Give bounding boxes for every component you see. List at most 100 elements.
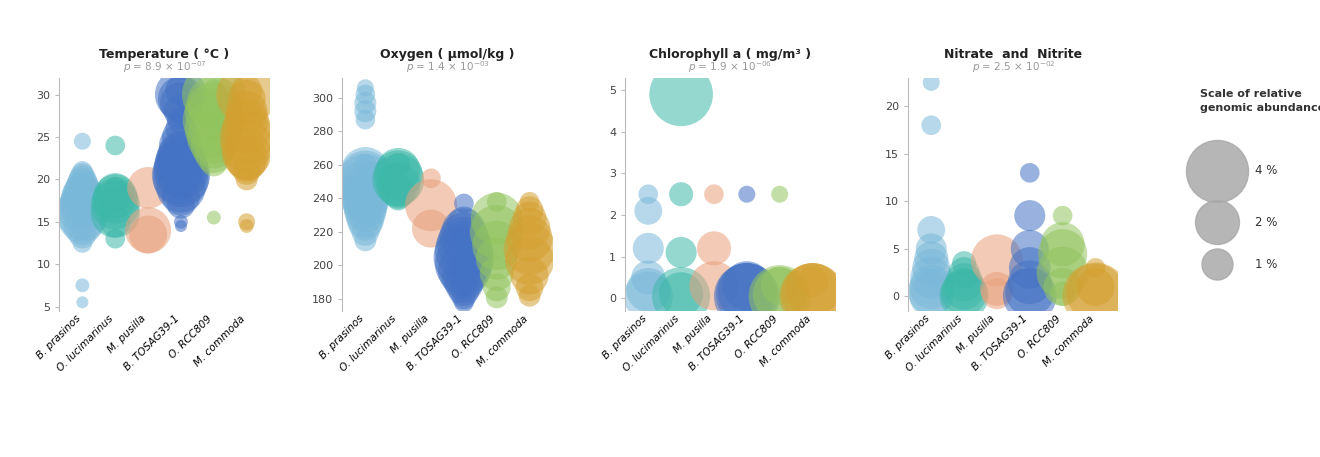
Point — [71, 282, 92, 289]
Text: $\it{p}$ = 8.9 × 10$^{-07}$: $\it{p}$ = 8.9 × 10$^{-07}$ — [123, 59, 206, 75]
Point — [170, 108, 191, 115]
Point — [1085, 292, 1106, 299]
Point — [137, 231, 158, 238]
Point — [519, 284, 540, 291]
Point — [170, 171, 191, 179]
Point — [104, 201, 125, 208]
Point — [737, 291, 758, 298]
Point — [355, 173, 376, 180]
Point — [486, 215, 507, 222]
Point — [104, 193, 125, 200]
Point — [236, 87, 257, 94]
Point — [920, 288, 941, 295]
Point — [170, 193, 191, 200]
Point — [355, 183, 376, 190]
Point — [953, 285, 974, 292]
Point — [104, 184, 125, 191]
Point — [770, 291, 791, 298]
Point — [71, 239, 92, 247]
Point — [71, 188, 92, 196]
Point — [920, 264, 941, 271]
Point — [203, 214, 224, 221]
Point — [170, 87, 191, 94]
Point — [203, 125, 224, 132]
Text: $\it{p}$ = 1.9 × 10$^{-06}$: $\it{p}$ = 1.9 × 10$^{-06}$ — [689, 59, 772, 75]
Point — [170, 91, 191, 98]
Point — [355, 208, 376, 216]
Point — [486, 284, 507, 291]
Point — [71, 231, 92, 238]
Point — [421, 202, 442, 209]
Point — [671, 249, 692, 256]
Point — [203, 108, 224, 115]
Point — [355, 178, 376, 185]
Point — [920, 292, 941, 299]
Point — [737, 288, 758, 296]
Point — [71, 214, 92, 221]
Point — [71, 184, 92, 191]
Point — [104, 197, 125, 204]
Point — [355, 84, 376, 91]
Point — [1052, 250, 1073, 257]
Point — [953, 260, 974, 267]
Point — [137, 184, 158, 191]
Point — [1052, 212, 1073, 219]
Point — [170, 154, 191, 162]
Title: Oxygen ( μmol/kg ): Oxygen ( μmol/kg ) — [380, 48, 515, 61]
Point — [355, 220, 376, 227]
Point — [71, 223, 92, 230]
Point — [953, 279, 974, 286]
Point — [170, 218, 191, 225]
Point — [355, 91, 376, 98]
Point — [671, 90, 692, 98]
Point — [1019, 169, 1040, 176]
Point — [71, 205, 92, 213]
Point — [638, 191, 659, 198]
Point — [236, 167, 257, 175]
Point — [486, 294, 507, 301]
Point — [355, 193, 376, 201]
Point — [704, 191, 725, 198]
Point — [453, 200, 474, 207]
Point — [519, 215, 540, 222]
Point — [203, 159, 224, 166]
Point — [1019, 288, 1040, 295]
Point — [236, 176, 257, 183]
Point — [803, 292, 824, 300]
Point — [355, 203, 376, 211]
Point — [737, 282, 758, 289]
Point — [388, 195, 409, 202]
Point — [355, 237, 376, 244]
Point — [671, 191, 692, 198]
Point — [203, 100, 224, 107]
Point — [236, 154, 257, 162]
Point — [170, 150, 191, 158]
Point — [770, 282, 791, 289]
Point — [519, 225, 540, 232]
Point — [236, 91, 257, 98]
Point — [71, 298, 92, 306]
Point — [388, 166, 409, 174]
Point — [104, 188, 125, 196]
Point — [453, 254, 474, 261]
Point — [638, 274, 659, 281]
Title: Chlorophyll a ( mg/m³ ): Chlorophyll a ( mg/m³ ) — [649, 48, 812, 61]
Point — [671, 292, 692, 300]
Point — [355, 107, 376, 115]
Text: $\it{p}$ = 2.5 × 10$^{-02}$: $\it{p}$ = 2.5 × 10$^{-02}$ — [972, 59, 1055, 75]
Point — [170, 167, 191, 175]
Point — [770, 292, 791, 300]
Point — [519, 198, 540, 206]
Point — [453, 280, 474, 287]
Point — [71, 167, 92, 175]
Point — [453, 294, 474, 301]
Point — [170, 95, 191, 102]
Point — [421, 225, 442, 232]
Point — [170, 176, 191, 183]
Point — [486, 228, 507, 236]
Point — [986, 257, 1007, 264]
Point — [920, 122, 941, 129]
Point — [737, 191, 758, 198]
Point — [170, 159, 191, 166]
Point — [71, 201, 92, 208]
